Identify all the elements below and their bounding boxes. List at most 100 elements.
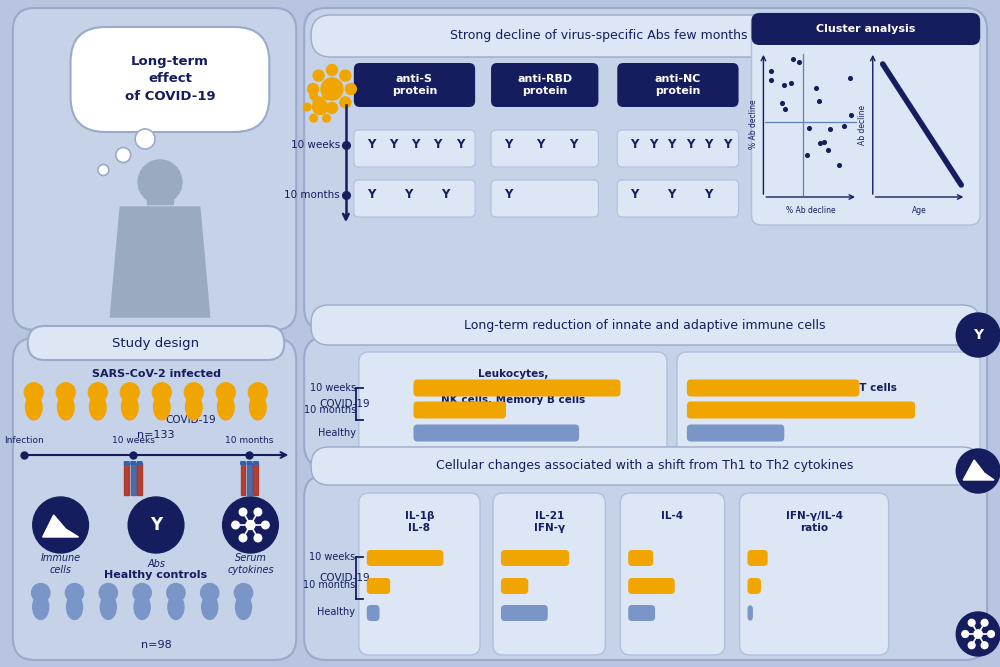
Ellipse shape	[134, 594, 150, 620]
Ellipse shape	[218, 394, 234, 420]
Text: 10 weeks: 10 weeks	[310, 383, 356, 393]
FancyBboxPatch shape	[304, 8, 987, 330]
Text: 10 months: 10 months	[284, 190, 340, 200]
FancyBboxPatch shape	[311, 305, 980, 345]
Circle shape	[232, 521, 239, 529]
Circle shape	[968, 620, 975, 626]
Text: Y: Y	[441, 189, 449, 201]
Ellipse shape	[67, 594, 83, 620]
Text: Y: Y	[411, 139, 420, 151]
Text: anti-S
protein: anti-S protein	[392, 74, 437, 96]
Text: Y: Y	[569, 139, 577, 151]
Point	[785, 53, 801, 64]
Ellipse shape	[90, 394, 106, 420]
Circle shape	[216, 383, 235, 402]
FancyBboxPatch shape	[13, 338, 296, 660]
Point	[816, 137, 832, 147]
Polygon shape	[124, 463, 129, 495]
Point	[801, 122, 817, 133]
Circle shape	[323, 92, 330, 99]
Text: IL-1β
IL-8: IL-1β IL-8	[405, 511, 434, 534]
Circle shape	[239, 534, 247, 542]
Polygon shape	[110, 207, 210, 317]
Text: Y: Y	[649, 139, 657, 151]
FancyBboxPatch shape	[354, 130, 475, 167]
FancyBboxPatch shape	[28, 326, 284, 360]
Circle shape	[120, 383, 139, 402]
FancyBboxPatch shape	[354, 63, 475, 107]
Circle shape	[313, 99, 328, 115]
Text: Serum
cytokines: Serum cytokines	[227, 553, 274, 575]
FancyBboxPatch shape	[677, 352, 980, 460]
FancyBboxPatch shape	[687, 424, 784, 442]
Polygon shape	[247, 463, 252, 495]
Text: Study design: Study design	[112, 336, 200, 350]
Text: Y: Y	[704, 189, 713, 201]
Text: 10 weeks: 10 weeks	[291, 140, 340, 150]
FancyBboxPatch shape	[748, 578, 761, 594]
Text: 10 months: 10 months	[225, 436, 274, 445]
Ellipse shape	[186, 394, 202, 420]
Point	[783, 78, 799, 89]
Circle shape	[310, 115, 317, 122]
Circle shape	[56, 383, 75, 402]
Text: Y: Y	[723, 139, 731, 151]
Point	[777, 103, 793, 114]
Text: Y: Y	[389, 139, 397, 151]
Ellipse shape	[58, 394, 74, 420]
FancyBboxPatch shape	[751, 13, 980, 225]
FancyBboxPatch shape	[304, 475, 987, 660]
Point	[820, 145, 836, 155]
Text: Long-term reduction of innate and adaptive immune cells: Long-term reduction of innate and adapti…	[464, 319, 826, 331]
FancyBboxPatch shape	[628, 605, 655, 621]
Text: 10 months: 10 months	[304, 405, 356, 415]
Circle shape	[248, 383, 267, 402]
Circle shape	[98, 165, 109, 175]
FancyBboxPatch shape	[311, 15, 980, 57]
Circle shape	[313, 70, 324, 81]
Circle shape	[234, 584, 253, 602]
Circle shape	[962, 630, 969, 638]
FancyBboxPatch shape	[124, 461, 130, 465]
Text: Age: Age	[912, 206, 927, 215]
Text: Ab decline: Ab decline	[858, 105, 867, 145]
Circle shape	[135, 129, 155, 149]
Point	[776, 79, 792, 90]
Text: Y: Y	[367, 189, 375, 201]
Text: IL-21
IFN-γ: IL-21 IFN-γ	[534, 511, 565, 534]
FancyBboxPatch shape	[748, 550, 768, 566]
Circle shape	[340, 70, 351, 81]
Text: IFN-γ/IL-4
ratio: IFN-γ/IL-4 ratio	[786, 511, 843, 534]
Text: 10 weeks: 10 weeks	[112, 436, 155, 445]
Text: 10 weeks: 10 weeks	[309, 552, 355, 562]
FancyBboxPatch shape	[748, 605, 753, 621]
FancyBboxPatch shape	[359, 352, 667, 460]
Ellipse shape	[236, 594, 252, 620]
Circle shape	[99, 584, 117, 602]
Text: Y: Y	[434, 139, 442, 151]
Text: n=133: n=133	[137, 430, 175, 440]
Text: Y: Y	[704, 139, 713, 151]
FancyBboxPatch shape	[687, 380, 859, 396]
Text: Strong decline of virus-specific Abs few months after infection: Strong decline of virus-specific Abs few…	[450, 29, 840, 43]
Text: IL-4: IL-4	[661, 511, 684, 521]
FancyBboxPatch shape	[628, 578, 675, 594]
Circle shape	[254, 534, 262, 542]
Text: Y: Y	[404, 189, 412, 201]
Polygon shape	[43, 515, 78, 537]
FancyBboxPatch shape	[740, 493, 889, 655]
FancyBboxPatch shape	[253, 461, 259, 465]
Circle shape	[956, 612, 1000, 656]
Circle shape	[310, 92, 317, 99]
Point	[822, 123, 838, 134]
Circle shape	[152, 383, 171, 402]
Circle shape	[65, 584, 84, 602]
Text: Y: Y	[504, 139, 512, 151]
Circle shape	[138, 160, 182, 204]
Circle shape	[313, 97, 324, 108]
Text: % Ab decline: % Ab decline	[749, 99, 758, 149]
FancyBboxPatch shape	[367, 550, 443, 566]
Point	[774, 97, 790, 108]
Circle shape	[321, 78, 343, 100]
Point	[843, 109, 859, 120]
